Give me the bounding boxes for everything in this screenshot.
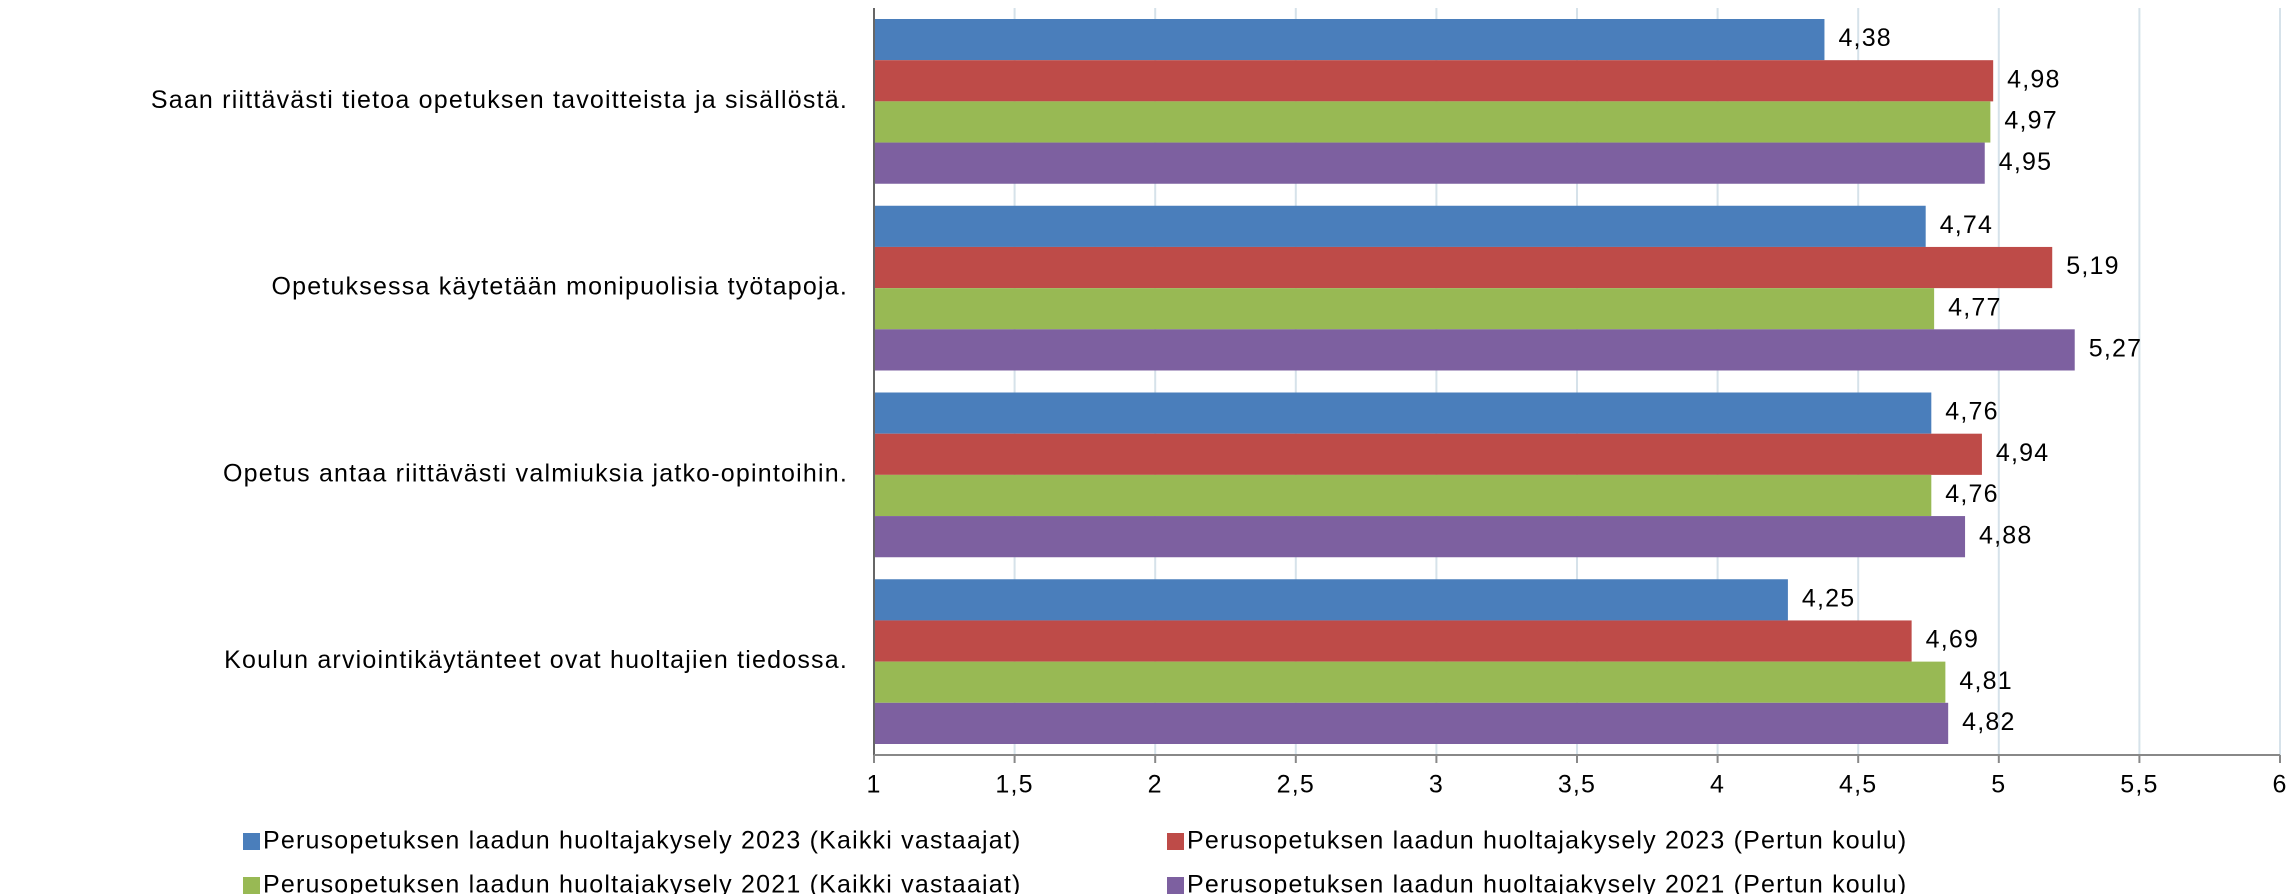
x-tick-label: 1,5 bbox=[995, 771, 1033, 799]
value-label: 4,76 bbox=[1945, 480, 1998, 508]
bar bbox=[874, 661, 1946, 703]
legend-label: Perusopetuksen laadun huoltajakysely 202… bbox=[1187, 827, 1907, 855]
bar bbox=[874, 205, 1926, 247]
bar bbox=[874, 516, 1966, 558]
legend-label: Perusopetuksen laadun huoltajakysely 202… bbox=[263, 871, 1022, 894]
x-tick-label: 3,5 bbox=[1558, 771, 1596, 799]
x-tick-label: 5 bbox=[1991, 771, 2006, 799]
x-tick-label: 4,5 bbox=[1839, 771, 1877, 799]
value-label: 5,19 bbox=[2066, 252, 2119, 280]
x-tick-label: 3 bbox=[1429, 771, 1444, 799]
x-tick-label: 2,5 bbox=[1277, 771, 1315, 799]
value-label: 4,82 bbox=[1962, 708, 2015, 736]
x-tick-label: 5,5 bbox=[2120, 771, 2158, 799]
value-label: 4,25 bbox=[1802, 584, 1855, 612]
x-tick-label: 6 bbox=[2272, 771, 2287, 799]
bar bbox=[874, 288, 1935, 330]
bar bbox=[874, 433, 1982, 475]
bar bbox=[874, 620, 1912, 662]
value-label: 4,38 bbox=[1838, 24, 1891, 52]
value-label: 4,97 bbox=[2004, 107, 2057, 135]
bar bbox=[874, 579, 1788, 621]
category-label: Opetus antaa riittävästi valmiuksia jatk… bbox=[223, 459, 848, 487]
value-label: 4,76 bbox=[1945, 398, 1998, 426]
legend-swatch bbox=[1167, 833, 1184, 850]
value-label: 4,94 bbox=[1996, 439, 2049, 467]
value-label: 4,98 bbox=[2007, 65, 2060, 93]
x-tick-label: 1 bbox=[866, 771, 881, 799]
value-label: 4,88 bbox=[1979, 521, 2032, 549]
bar bbox=[874, 392, 1932, 434]
bar bbox=[874, 702, 1949, 744]
category-label: Koulun arviointikäytänteet ovat huoltaji… bbox=[224, 646, 848, 674]
bar bbox=[874, 60, 1994, 102]
legend-label: Perusopetuksen laadun huoltajakysely 202… bbox=[263, 827, 1022, 855]
bar bbox=[874, 246, 2053, 289]
bar bbox=[874, 101, 1991, 143]
category-label: Opetuksessa käytetään monipuolisia työta… bbox=[271, 273, 848, 301]
legend-swatch bbox=[243, 833, 260, 850]
bar bbox=[874, 474, 1932, 517]
category-label: Saan riittävästi tietoa opetuksen tavoit… bbox=[151, 86, 848, 114]
value-label: 5,27 bbox=[2089, 335, 2142, 363]
value-label: 4,69 bbox=[1926, 626, 1979, 654]
value-label: 4,74 bbox=[1940, 211, 1993, 239]
value-label: 4,77 bbox=[1948, 293, 2001, 321]
legend-swatch bbox=[243, 877, 260, 894]
value-label: 4,95 bbox=[1999, 148, 2052, 176]
legend-label: Perusopetuksen laadun huoltajakysely 202… bbox=[1187, 871, 1907, 894]
legend-swatch bbox=[1167, 877, 1184, 894]
bar bbox=[874, 142, 1985, 184]
bar bbox=[874, 19, 1825, 61]
bar bbox=[874, 329, 2075, 371]
x-tick-label: 4 bbox=[1710, 771, 1725, 799]
x-tick-label: 2 bbox=[1148, 771, 1163, 799]
value-label: 4,81 bbox=[1959, 667, 2012, 695]
